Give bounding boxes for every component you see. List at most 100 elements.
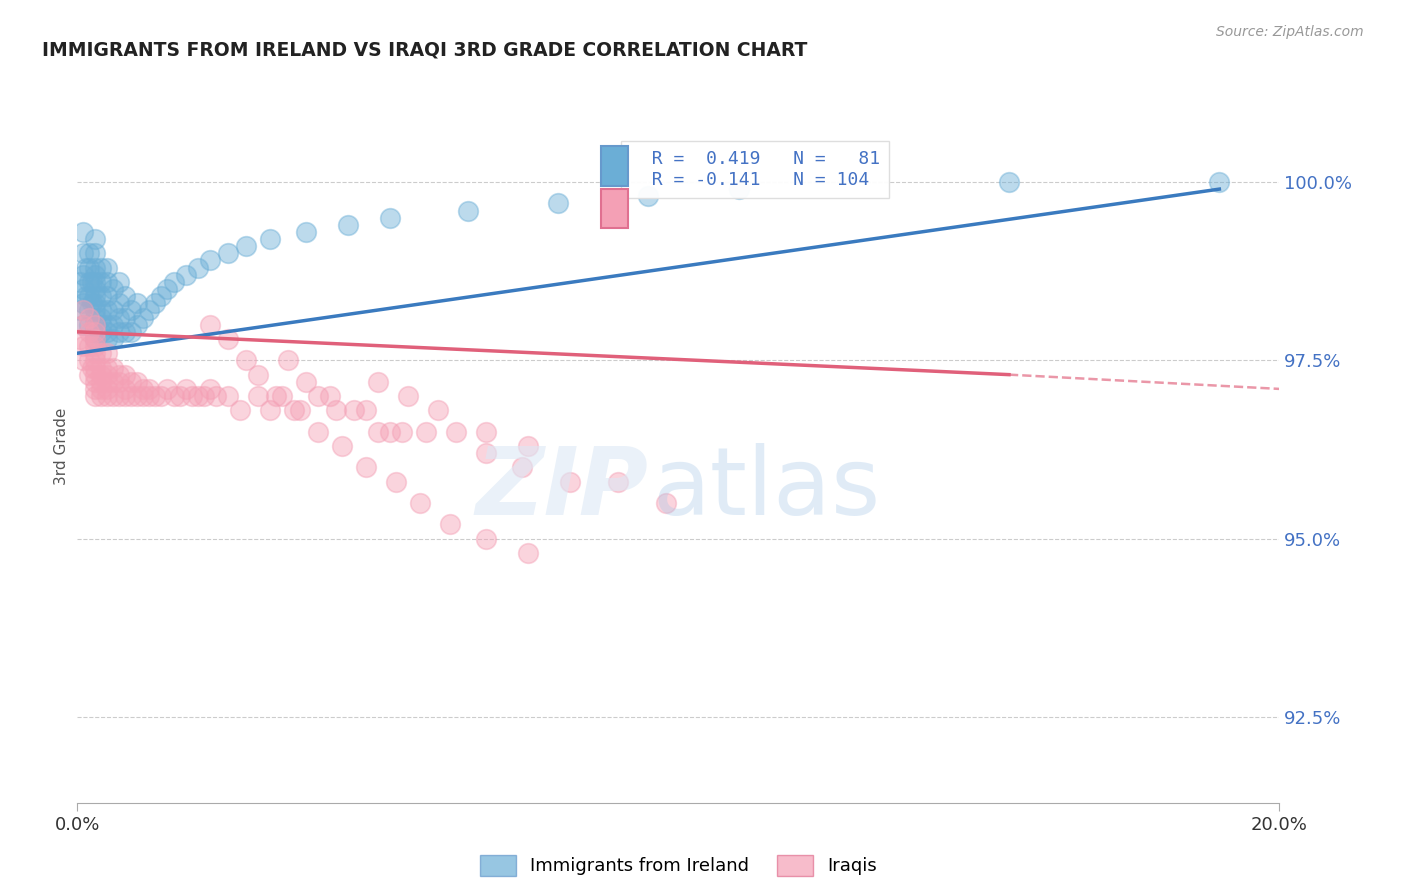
Point <box>156 282 179 296</box>
Point <box>96 325 118 339</box>
Point <box>79 368 101 382</box>
Point <box>103 389 125 403</box>
Point <box>108 389 131 403</box>
Point <box>96 332 118 346</box>
Text: Source: ZipAtlas.com: Source: ZipAtlas.com <box>1216 25 1364 39</box>
Point <box>96 289 118 303</box>
Point <box>343 403 366 417</box>
Point <box>84 275 107 289</box>
Point <box>72 318 94 332</box>
Point <box>84 339 107 353</box>
Point <box>72 246 94 260</box>
Point <box>75 260 97 275</box>
Text: atlas: atlas <box>652 442 880 535</box>
Point <box>72 318 94 332</box>
Point <box>96 368 118 382</box>
Point <box>193 389 215 403</box>
Point <box>114 289 136 303</box>
Point <box>655 496 678 510</box>
Point <box>259 232 281 246</box>
Point <box>162 389 184 403</box>
Point <box>637 189 659 203</box>
Point <box>385 475 408 489</box>
Point <box>114 382 136 396</box>
Point <box>235 353 257 368</box>
Point <box>198 318 221 332</box>
Point <box>264 389 287 403</box>
Point <box>75 289 97 303</box>
Point <box>246 368 269 382</box>
Point <box>169 389 191 403</box>
Point <box>319 389 342 403</box>
Point <box>84 382 107 396</box>
Point <box>84 282 107 296</box>
Point <box>475 532 498 546</box>
Point <box>84 389 107 403</box>
Point <box>79 339 101 353</box>
Point <box>79 260 101 275</box>
Point <box>90 368 112 382</box>
Point <box>294 375 316 389</box>
Point <box>444 425 467 439</box>
Point <box>96 375 118 389</box>
Point <box>84 232 107 246</box>
Point <box>84 368 107 382</box>
Point <box>367 425 389 439</box>
Point <box>204 389 226 403</box>
Point <box>138 389 160 403</box>
Legend: Immigrants from Ireland, Iraqis: Immigrants from Ireland, Iraqis <box>472 847 884 883</box>
Point <box>235 239 257 253</box>
Point <box>84 310 107 325</box>
Point <box>187 389 209 403</box>
Point <box>90 360 112 375</box>
Point <box>114 310 136 325</box>
Point <box>114 325 136 339</box>
Point <box>84 246 107 260</box>
Point <box>72 225 94 239</box>
Point <box>288 403 311 417</box>
Point <box>270 389 292 403</box>
Point <box>82 275 104 289</box>
Point <box>354 460 377 475</box>
Point <box>120 375 142 389</box>
Point <box>84 332 107 346</box>
Point <box>96 303 118 318</box>
Point <box>108 275 131 289</box>
Point <box>69 275 91 289</box>
Point <box>96 318 118 332</box>
Point <box>409 496 432 510</box>
Point <box>103 303 125 318</box>
Point <box>150 289 173 303</box>
Point <box>84 296 107 310</box>
Point <box>96 382 118 396</box>
Point <box>79 325 101 339</box>
Point <box>475 446 498 460</box>
Point <box>72 282 94 296</box>
Point <box>217 332 239 346</box>
Point <box>180 389 202 403</box>
Point <box>96 260 118 275</box>
Point <box>246 389 269 403</box>
Point <box>72 296 94 310</box>
Point <box>294 225 316 239</box>
Point <box>103 282 125 296</box>
Point <box>307 389 329 403</box>
Point <box>138 303 160 318</box>
Point <box>607 475 630 489</box>
Text: R =  0.419   N =   81
  R = -0.141   N = 104: R = 0.419 N = 81 R = -0.141 N = 104 <box>630 150 880 188</box>
Point <box>103 375 125 389</box>
Point <box>84 268 107 282</box>
Point <box>174 382 197 396</box>
Point <box>120 325 142 339</box>
Point <box>127 375 149 389</box>
Point <box>84 375 107 389</box>
Point <box>132 382 155 396</box>
Point <box>84 353 107 368</box>
Point <box>277 353 299 368</box>
Point <box>354 403 377 417</box>
Point <box>120 303 142 318</box>
Point <box>145 296 167 310</box>
Point <box>475 425 498 439</box>
Point <box>114 389 136 403</box>
Point <box>96 389 118 403</box>
